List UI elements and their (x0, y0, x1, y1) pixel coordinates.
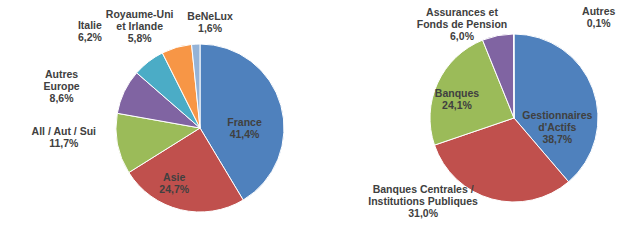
svg-text:Royaume-Uniet Irlande5,8%: Royaume-Uniet Irlande5,8% (106, 8, 174, 44)
svg-text:Banques Centrales /Institution: Banques Centrales /Institutions Publique… (368, 183, 478, 219)
svg-text:Assurances etFonds de Pension6: Assurances etFonds de Pension6,0% (417, 6, 507, 42)
svg-text:Banques24,1%: Banques24,1% (435, 87, 480, 111)
svg-text:Autres0,1%: Autres0,1% (582, 5, 615, 29)
svg-text:France41,4%: France41,4% (227, 116, 262, 140)
svg-text:Italie6,2%: Italie6,2% (78, 19, 103, 43)
svg-text:Gestionnairesd'Actifs38,7%: Gestionnairesd'Actifs38,7% (522, 109, 592, 145)
svg-text:AutresEurope8,6%: AutresEurope8,6% (44, 68, 80, 104)
svg-text:BeNeLux1,6%: BeNeLux1,6% (187, 10, 233, 34)
svg-text:All / Aut / Sui11,7%: All / Aut / Sui11,7% (32, 125, 96, 149)
svg-text:Asie24,7%: Asie24,7% (159, 171, 189, 195)
